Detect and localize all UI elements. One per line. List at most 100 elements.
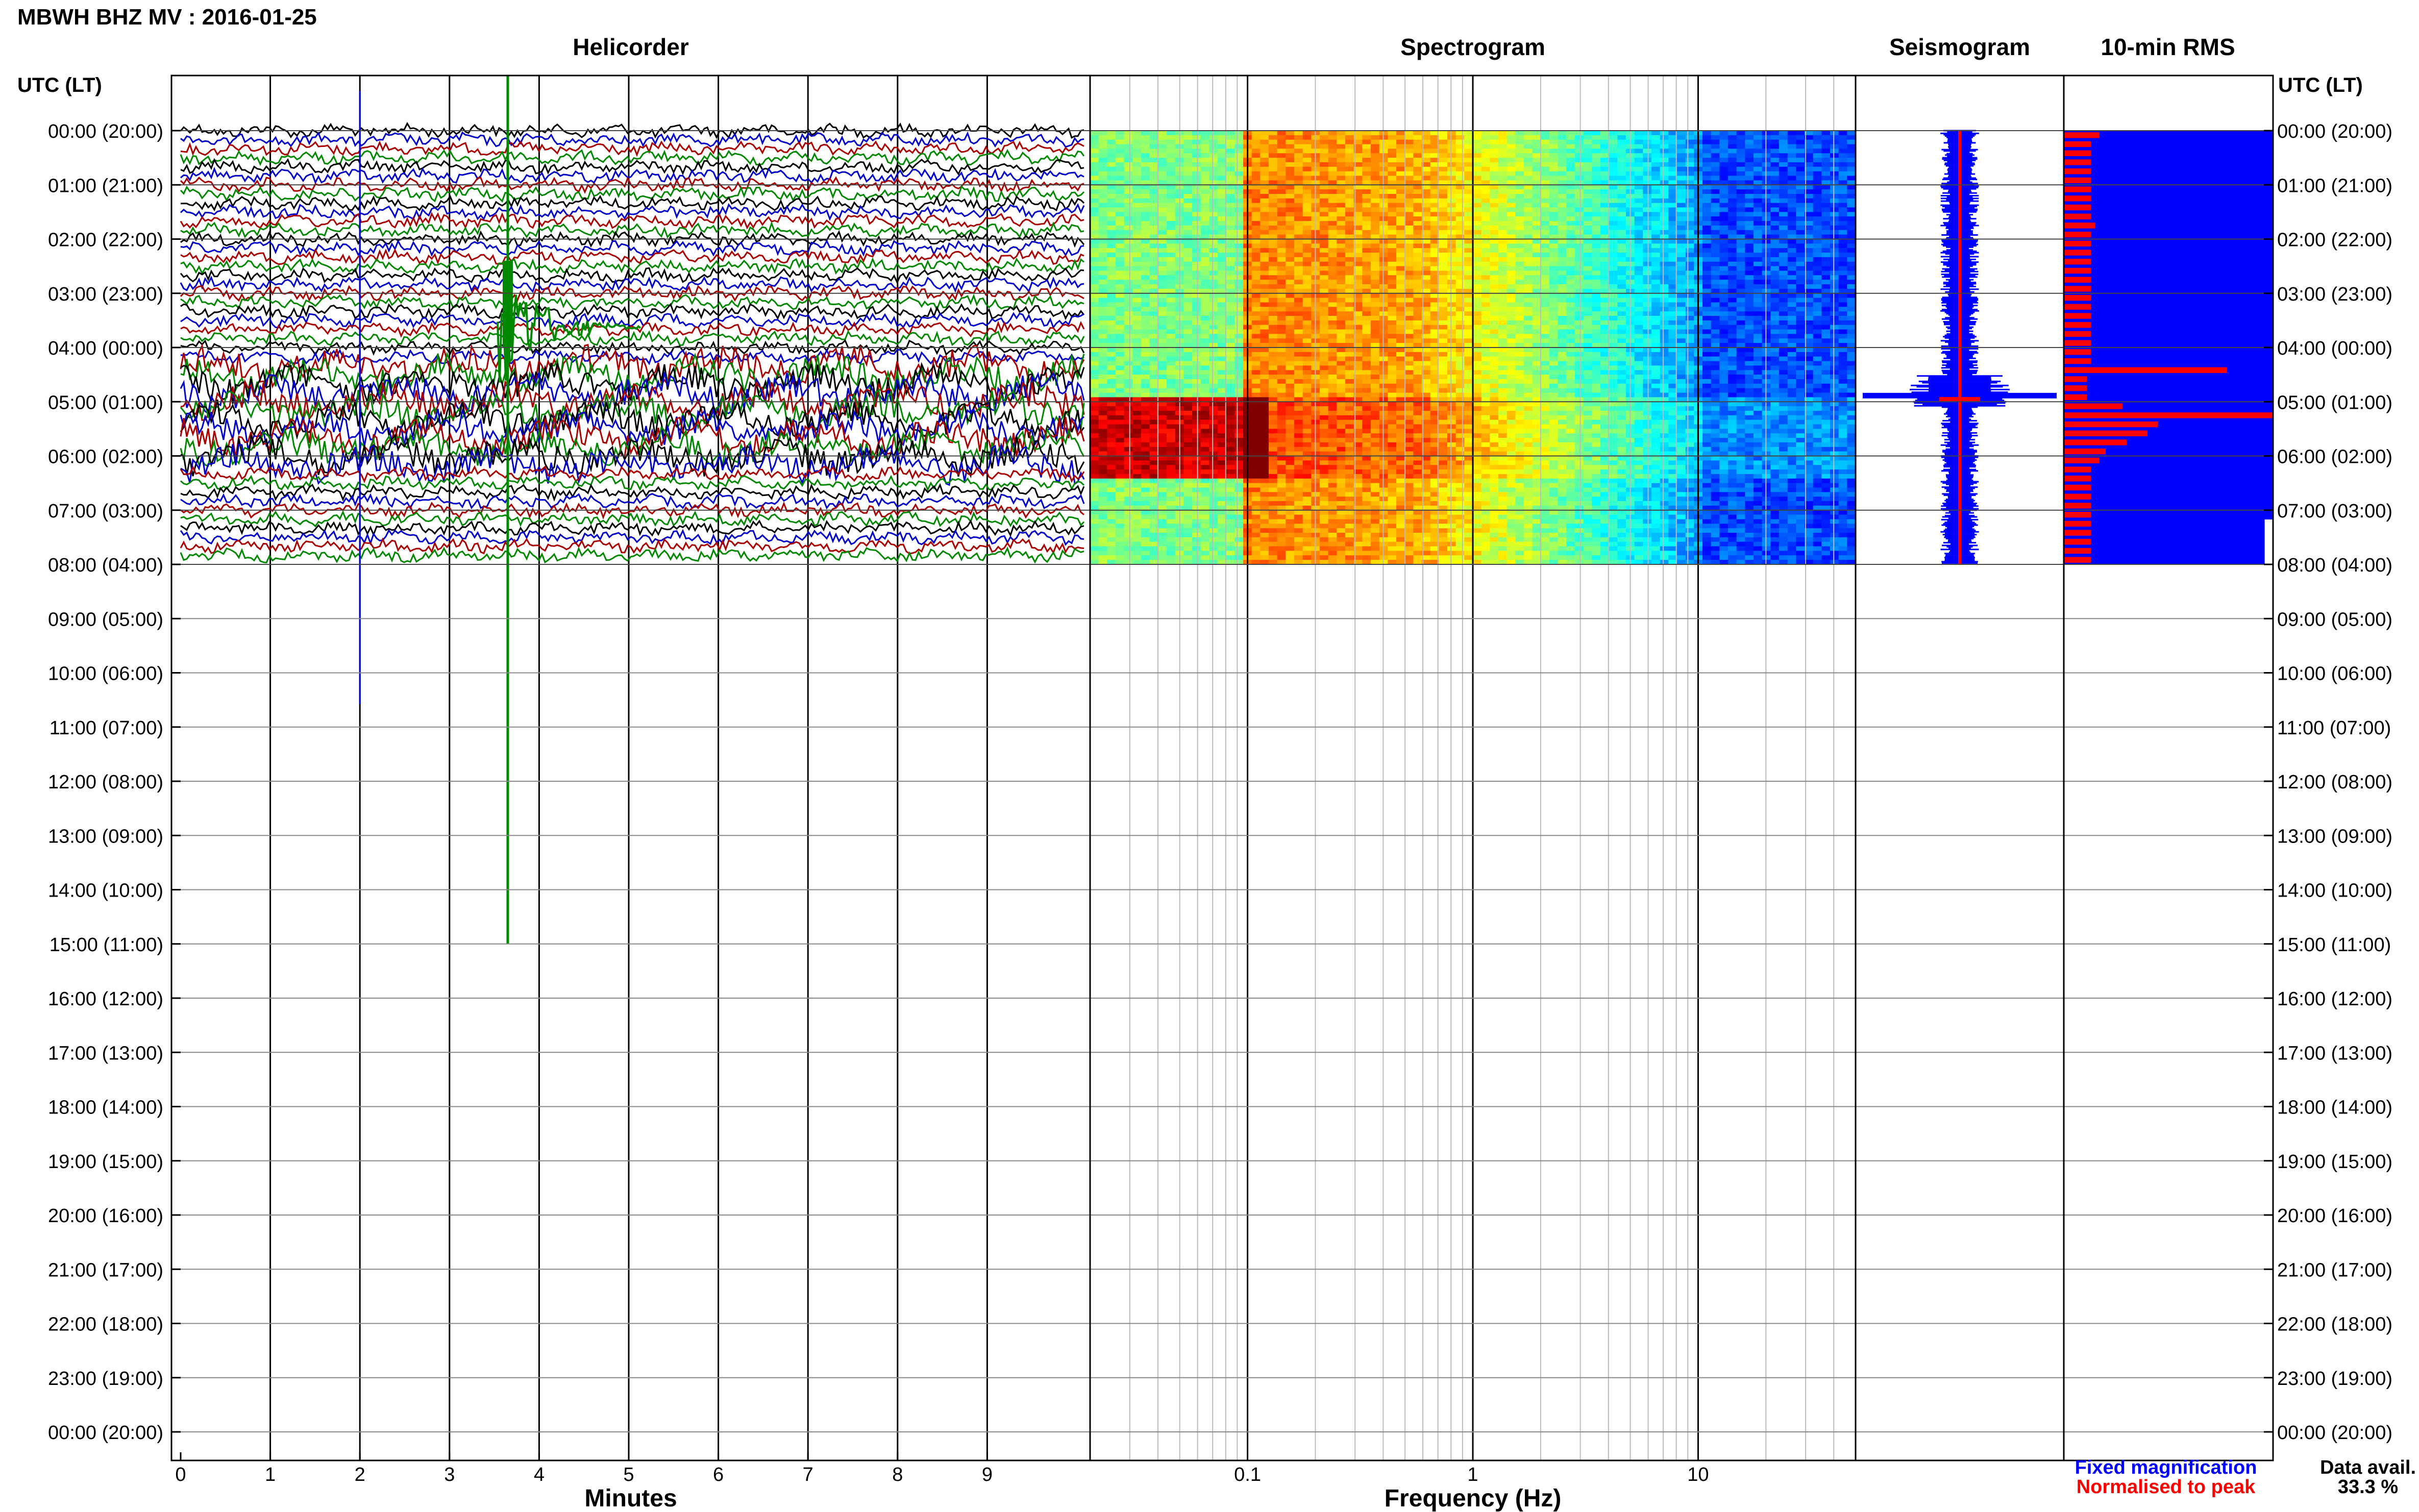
- spectrogram-cell: [1141, 361, 1150, 366]
- spectrogram-cell: [1328, 225, 1338, 231]
- spectrogram-cell: [1805, 356, 1814, 362]
- spectrogram-cell: [1719, 370, 1729, 375]
- spectrogram-cell: [1269, 153, 1278, 158]
- spectrogram-cell: [1838, 248, 1848, 253]
- spectrogram-cell: [1362, 298, 1371, 303]
- spectrogram-cell: [1396, 194, 1405, 199]
- spectrogram-cell: [1286, 307, 1295, 312]
- spectrogram-cell: [1167, 144, 1176, 150]
- spectrogram-cell: [1634, 348, 1644, 353]
- spectrogram-cell: [1379, 261, 1389, 267]
- spectrogram-cell: [1098, 166, 1108, 172]
- spectrogram-cell: [1711, 148, 1720, 154]
- spectrogram-cell: [1388, 365, 1397, 370]
- spectrogram-cell: [1702, 302, 1712, 307]
- spectrogram-cell: [1141, 352, 1150, 357]
- spectrogram-cell: [1209, 293, 1218, 299]
- spectrogram-cell: [1711, 253, 1720, 258]
- spectrogram-cell: [1660, 194, 1669, 199]
- spectrogram-cell: [1455, 334, 1465, 339]
- spectrogram-cell: [1549, 189, 1559, 194]
- spectrogram-cell: [1116, 293, 1125, 299]
- spectrogram-cell: [1132, 153, 1142, 158]
- spectrogram-cell: [1320, 270, 1329, 276]
- spectrogram-cell: [1805, 189, 1814, 194]
- spectrogram-cell: [1660, 307, 1669, 312]
- spectrogram-cell: [1124, 280, 1133, 285]
- spectrogram-cell: [1167, 288, 1176, 294]
- spectrogram-cell: [1600, 334, 1610, 339]
- spectrogram-cell: [1515, 266, 1524, 271]
- spectrogram-cell: [1464, 139, 1473, 145]
- spectrogram-cell: [1149, 139, 1159, 145]
- spectrogram-cell: [1677, 370, 1686, 375]
- spectrogram-cell: [1167, 375, 1176, 380]
- spectrogram-cell: [1711, 225, 1720, 231]
- spectrogram-cell: [1617, 153, 1626, 158]
- spectrogram-cell: [1379, 338, 1389, 343]
- spectrogram-cell: [1838, 243, 1848, 249]
- spectrogram-cell: [1455, 284, 1465, 289]
- spectrogram-cell: [1167, 325, 1176, 330]
- spectrogram-cell: [1269, 158, 1278, 163]
- spectrogram-cell: [1600, 284, 1610, 289]
- spectrogram-cell: [1413, 176, 1422, 181]
- spectrogram-cell: [1464, 280, 1473, 285]
- spectrogram-cell: [1320, 361, 1329, 366]
- spectrogram-cell: [1345, 166, 1354, 172]
- spectrogram-cell: [1158, 334, 1167, 339]
- spectrogram-cell: [1090, 176, 1099, 181]
- spectrogram-cell: [1235, 144, 1244, 150]
- spectrogram-cell: [1200, 329, 1210, 335]
- spectrogram-cell: [1192, 153, 1201, 158]
- spectrogram-cell: [1796, 338, 1805, 343]
- spectrogram-cell: [1167, 270, 1176, 276]
- spectrogram-cell: [1515, 361, 1524, 366]
- spectrogram-cell: [1320, 176, 1329, 181]
- spectrogram-cell: [1651, 316, 1661, 321]
- spectrogram-cell: [1583, 361, 1593, 366]
- spectrogram-cell: [1787, 248, 1797, 253]
- spectrogram-cell: [1609, 311, 1618, 316]
- spectrogram-cell: [1813, 316, 1822, 321]
- spectrogram-cell: [1745, 338, 1754, 343]
- spectrogram-cell: [1251, 329, 1261, 335]
- spectrogram-cell: [1328, 311, 1338, 316]
- spectrogram-cell: [1847, 171, 1856, 177]
- spectrogram-cell: [1345, 288, 1354, 294]
- spectrogram-cell: [1413, 148, 1422, 154]
- spectrogram-cell: [1813, 189, 1822, 194]
- spectrogram-cell: [1660, 320, 1669, 326]
- spectrogram-cell: [1711, 158, 1720, 163]
- spectrogram-cell: [1566, 325, 1575, 330]
- spectrogram-cell: [1821, 253, 1831, 258]
- spectrogram-cell: [1302, 194, 1312, 199]
- spectrogram-cell: [1430, 148, 1440, 154]
- spectrogram-cell: [1269, 288, 1278, 294]
- spectrogram-cell: [1762, 194, 1771, 199]
- spectrogram-cell: [1736, 365, 1746, 370]
- spectrogram-cell: [1353, 176, 1363, 181]
- spectrogram-cell: [1702, 280, 1712, 285]
- spectrogram-cell: [1439, 158, 1448, 163]
- spectrogram-cell: [1549, 311, 1559, 316]
- spectrogram-cell: [1090, 288, 1099, 294]
- spectrogram-cell: [1379, 148, 1389, 154]
- spectrogram-cell: [1167, 352, 1176, 357]
- spectrogram-cell: [1371, 338, 1380, 343]
- spectrogram-cell: [1838, 166, 1848, 172]
- spectrogram-cell: [1396, 365, 1405, 370]
- spectrogram-cell: [1838, 144, 1848, 150]
- spectrogram-cell: [1158, 370, 1167, 375]
- spectrogram-cell: [1192, 189, 1201, 194]
- spectrogram-cell: [1167, 343, 1176, 348]
- spectrogram-cell: [1353, 370, 1363, 375]
- spectrogram-cell: [1609, 361, 1618, 366]
- spectrogram-cell: [1251, 334, 1261, 339]
- spectrogram-cell: [1226, 212, 1236, 217]
- spectrogram-cell: [1277, 176, 1287, 181]
- spectrogram-cell: [1447, 316, 1457, 321]
- spectrogram-cell: [1805, 293, 1814, 299]
- spectrogram-cell: [1218, 261, 1227, 267]
- spectrogram-cell: [1575, 221, 1584, 226]
